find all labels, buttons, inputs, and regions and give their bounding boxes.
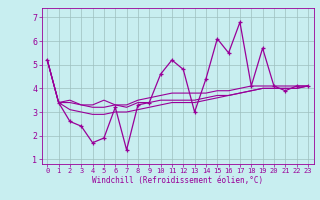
X-axis label: Windchill (Refroidissement éolien,°C): Windchill (Refroidissement éolien,°C)	[92, 176, 263, 185]
